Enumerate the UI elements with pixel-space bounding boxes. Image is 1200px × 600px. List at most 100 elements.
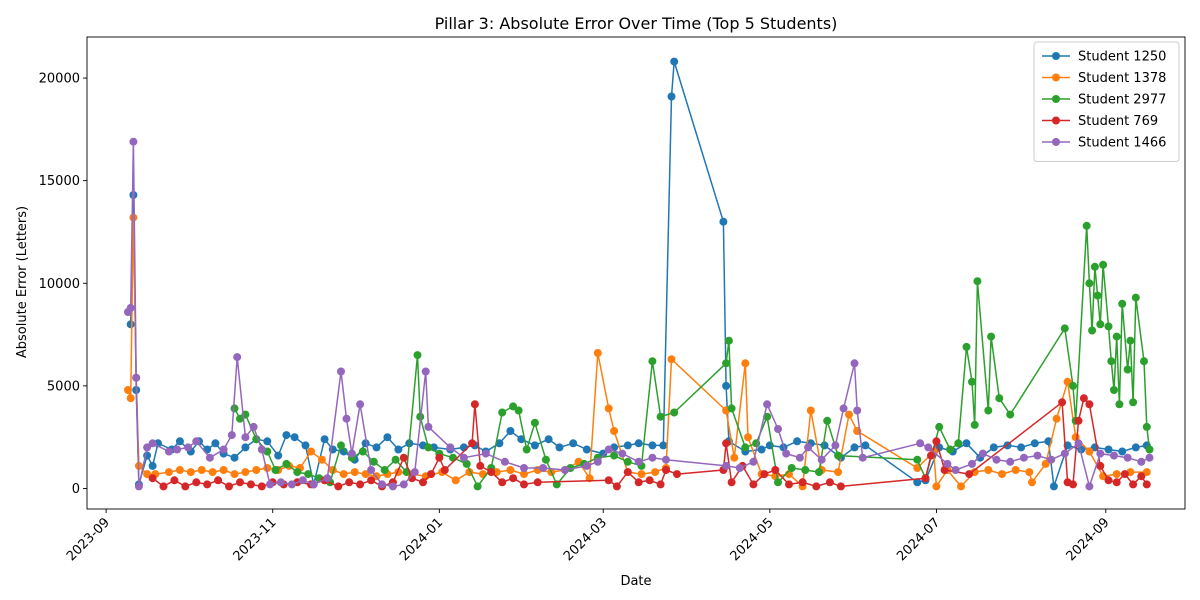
- data-point: [541, 455, 550, 464]
- data-point: [544, 435, 553, 444]
- data-point: [388, 482, 397, 491]
- data-point: [787, 464, 796, 472]
- data-point: [266, 480, 274, 489]
- data-point: [380, 466, 389, 474]
- data-point: [651, 468, 660, 477]
- series-line: [233, 225, 1151, 488]
- data-point: [722, 439, 731, 448]
- data-point: [408, 474, 416, 483]
- data-point: [413, 351, 422, 360]
- data-point: [1069, 480, 1077, 489]
- data-point: [307, 447, 315, 456]
- data-point: [459, 443, 468, 452]
- data-point: [785, 480, 793, 489]
- data-point: [323, 474, 332, 483]
- data-point: [1137, 457, 1146, 466]
- data-point: [834, 468, 843, 477]
- data-point: [1085, 482, 1094, 491]
- data-point: [1126, 336, 1135, 345]
- legend: Student 1250 Student 1378 Student 2977 Stud…: [1033, 41, 1180, 162]
- x-tick-label: 2024-03: [561, 515, 610, 564]
- data-point: [998, 470, 1006, 479]
- data-point: [539, 464, 548, 472]
- data-point: [241, 443, 250, 452]
- data-point: [184, 443, 193, 452]
- data-point: [249, 422, 258, 431]
- data-point: [861, 441, 870, 450]
- data-point: [181, 482, 190, 491]
- data-point: [506, 427, 515, 435]
- data-point: [170, 476, 179, 485]
- data-point: [246, 480, 255, 489]
- data-point: [1017, 443, 1026, 452]
- data-point: [337, 367, 345, 376]
- data-point: [459, 453, 468, 462]
- x-tick-label: 2023-11: [231, 515, 280, 564]
- data-point: [913, 478, 922, 487]
- data-point: [656, 480, 665, 489]
- data-point: [774, 478, 782, 487]
- data-point: [612, 482, 621, 491]
- data-point: [1137, 472, 1146, 481]
- data-point: [473, 482, 482, 491]
- data-point: [667, 92, 676, 101]
- data-point: [913, 455, 922, 464]
- series-student-1250: [126, 57, 1151, 491]
- data-point: [850, 359, 859, 368]
- legend-label: Student 1378: [1078, 71, 1166, 86]
- data-point: [973, 277, 982, 286]
- data-point: [517, 435, 526, 444]
- data-point: [1115, 400, 1124, 409]
- legend-label: Student 1250: [1078, 50, 1166, 65]
- data-point: [449, 453, 457, 462]
- data-point: [367, 466, 376, 474]
- data-point: [1129, 480, 1138, 489]
- data-point: [1118, 447, 1127, 456]
- data-point: [1131, 443, 1140, 452]
- legend-marker: [1052, 73, 1060, 82]
- data-point: [1099, 260, 1108, 269]
- x-axis: 2023-09 2023-11 2024-01 2024-03 2024-05 2024-…: [64, 509, 1113, 564]
- data-point: [1104, 476, 1113, 485]
- data-point: [440, 466, 449, 474]
- data-point: [932, 437, 941, 446]
- y-tick-label: 5000: [47, 379, 80, 394]
- data-point: [164, 447, 173, 456]
- data-point: [604, 476, 613, 485]
- data-point: [132, 373, 141, 382]
- data-point: [1011, 466, 1020, 474]
- data-point: [817, 455, 826, 464]
- data-point: [987, 332, 996, 341]
- data-point: [858, 453, 867, 462]
- data-point: [656, 412, 665, 421]
- data-point: [1110, 386, 1118, 394]
- data-point: [1074, 416, 1083, 425]
- legend-item: Student 1466: [1042, 136, 1166, 151]
- y-axis: 0 5000 10000 15000 20000: [39, 72, 87, 497]
- data-point: [339, 470, 348, 479]
- data-point: [735, 464, 744, 472]
- data-point: [1093, 291, 1102, 300]
- data-point: [208, 468, 217, 477]
- data-point: [361, 470, 370, 479]
- x-tick-label: 2024-01: [397, 515, 446, 564]
- data-point: [984, 466, 993, 474]
- data-point: [164, 468, 173, 477]
- y-tick-label: 20000: [39, 72, 80, 87]
- data-point: [1041, 459, 1050, 468]
- data-point: [604, 404, 613, 413]
- data-point: [334, 482, 343, 491]
- data-point: [1033, 451, 1042, 460]
- data-point: [1118, 299, 1127, 308]
- data-point: [957, 482, 965, 491]
- data-point: [498, 408, 507, 417]
- data-point: [227, 431, 236, 440]
- data-point: [383, 433, 392, 442]
- data-point: [916, 439, 925, 448]
- legend-marker: [1052, 116, 1060, 125]
- data-point: [831, 441, 840, 450]
- data-point: [774, 425, 782, 433]
- data-point: [749, 457, 758, 466]
- data-point: [1096, 320, 1105, 329]
